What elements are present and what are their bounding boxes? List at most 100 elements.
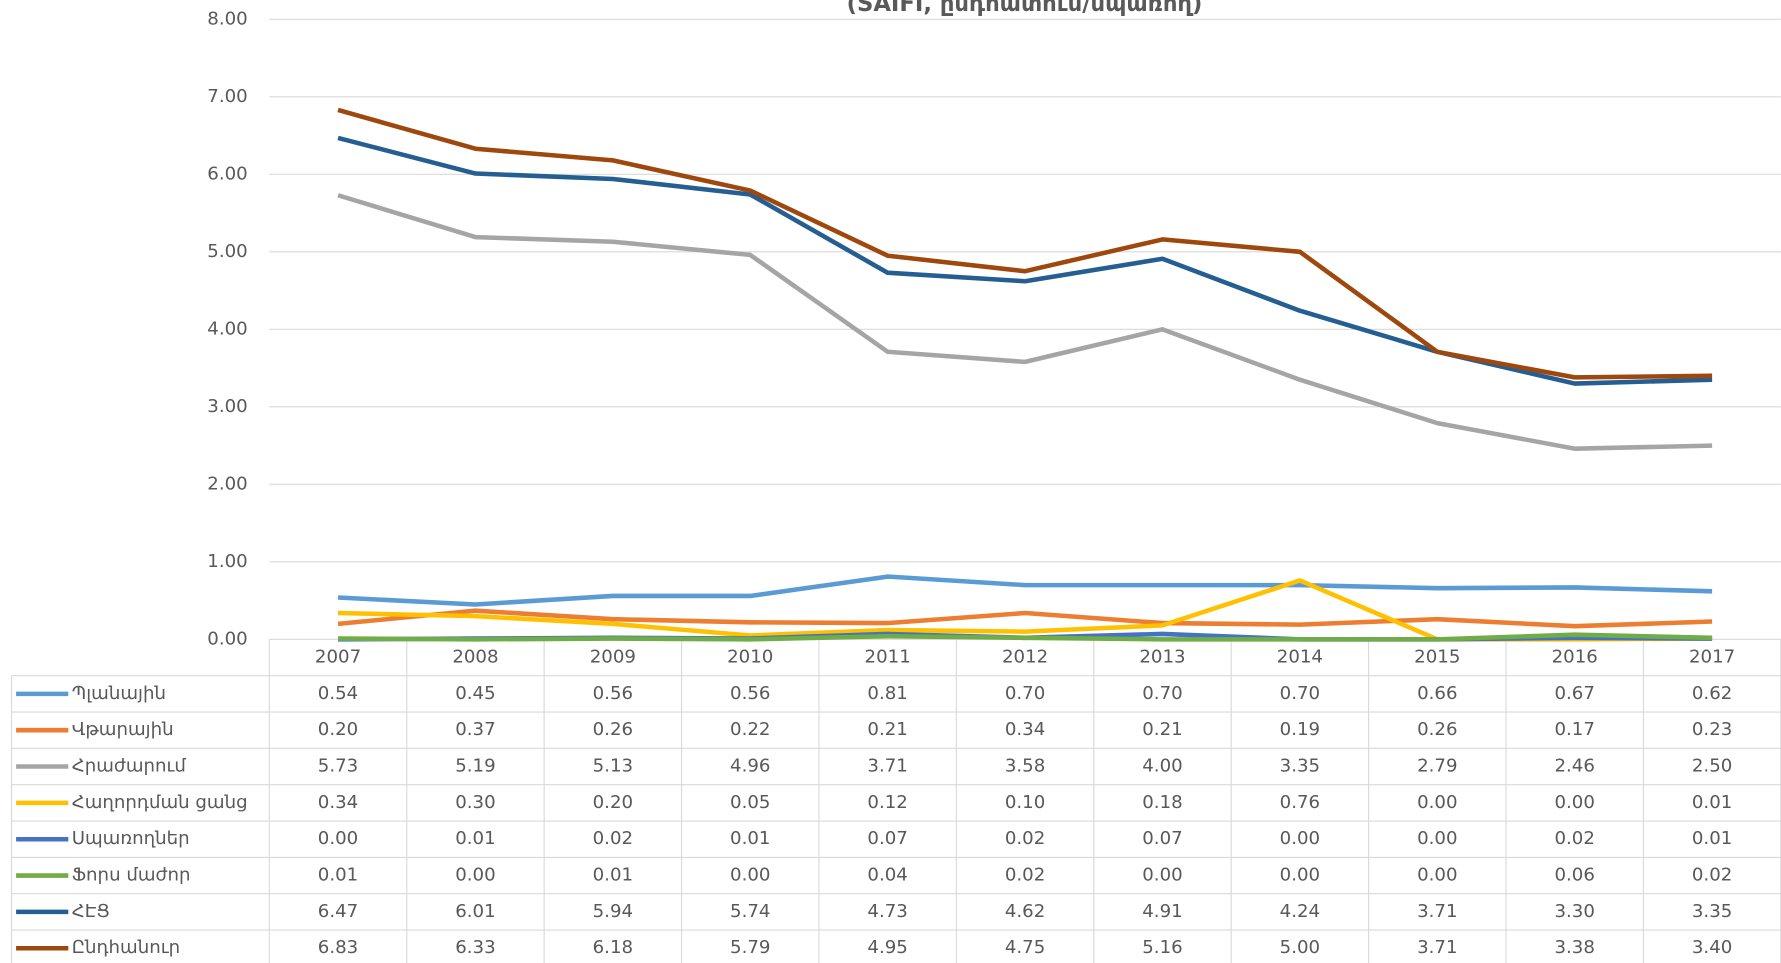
- table-cell: 3.38: [1554, 937, 1594, 958]
- x-tick-label: 2011: [865, 647, 911, 668]
- table-cell: 0.07: [867, 828, 907, 849]
- table-cell: 5.79: [730, 937, 770, 958]
- table-cell: 4.62: [1005, 901, 1045, 922]
- table-cell: 6.33: [455, 937, 495, 958]
- legend-label: Վթարային: [72, 719, 174, 740]
- table-cell: 3.35: [1280, 756, 1320, 777]
- table-cell: 6.47: [318, 901, 358, 922]
- table-cell: 0.21: [867, 719, 907, 740]
- table-cell: 0.00: [1417, 792, 1457, 813]
- x-tick-label: 2014: [1277, 647, 1323, 668]
- table-cell: 0.34: [318, 792, 358, 813]
- table-cell: 3.71: [1417, 901, 1457, 922]
- y-tick-label: 4.00: [207, 318, 247, 339]
- table-cell: 0.12: [867, 792, 907, 813]
- table-cell: 0.01: [318, 865, 358, 886]
- table-cell: 0.18: [1142, 792, 1182, 813]
- legend-label: Ֆորս մաժոր: [72, 865, 191, 886]
- x-tick-label: 2009: [590, 647, 636, 668]
- legend-label: Հրաժարում: [72, 756, 187, 777]
- table-cell: 0.45: [455, 683, 495, 704]
- table-cell: 0.06: [1554, 865, 1594, 886]
- x-tick-label: 2008: [452, 647, 498, 668]
- table-cell: 0.01: [1692, 828, 1732, 849]
- y-tick-label: 5.00: [207, 241, 247, 262]
- legend-label: Ընդհանուր: [72, 937, 180, 958]
- table-cell: 0.20: [593, 792, 633, 813]
- table-cell: 0.01: [593, 865, 633, 886]
- x-tick-label: 2012: [1002, 647, 1048, 668]
- table-cell: 0.70: [1005, 683, 1045, 704]
- table-cell: 4.73: [867, 901, 907, 922]
- table-cell: 0.34: [1005, 719, 1045, 740]
- table-cell: 0.76: [1280, 792, 1320, 813]
- table-cell: 3.40: [1692, 937, 1732, 958]
- table-cell: 0.26: [1417, 719, 1457, 740]
- table-cell: 6.01: [455, 901, 495, 922]
- table-cell: 0.04: [867, 865, 907, 886]
- y-tick-label: 6.00: [207, 163, 247, 184]
- x-tick-label: 2013: [1139, 647, 1185, 668]
- table-cell: 0.54: [318, 683, 358, 704]
- table-cell: 0.01: [455, 828, 495, 849]
- table-cell: 4.75: [1005, 937, 1045, 958]
- table-cell: 0.02: [1005, 828, 1045, 849]
- table-cell: 5.73: [318, 756, 358, 777]
- table-cell: 3.71: [867, 756, 907, 777]
- legend-label: Հաղորդման ցանց: [72, 792, 248, 813]
- table-cell: 0.23: [1692, 719, 1732, 740]
- table-cell: 0.02: [593, 828, 633, 849]
- table-cell: 0.70: [1280, 683, 1320, 704]
- table-cell: 0.02: [1692, 865, 1732, 886]
- table-cell: 0.10: [1005, 792, 1045, 813]
- table-cell: 0.01: [730, 828, 770, 849]
- table-cell: 0.66: [1417, 683, 1457, 704]
- table-cell: 0.22: [730, 719, 770, 740]
- x-tick-label: 2016: [1552, 647, 1598, 668]
- table-cell: 0.30: [455, 792, 495, 813]
- table-cell: 0.70: [1142, 683, 1182, 704]
- table-cell: 0.56: [730, 683, 770, 704]
- table-cell: 3.58: [1005, 756, 1045, 777]
- legend-label: Սպառողներ: [72, 828, 190, 849]
- table-cell: 0.19: [1280, 719, 1320, 740]
- table-cell: 0.56: [593, 683, 633, 704]
- table-cell: 5.00: [1280, 937, 1320, 958]
- chart-title: (SAIFI, ընդհատում/սպառող): [847, 0, 1203, 17]
- table-cell: 4.91: [1142, 901, 1182, 922]
- legend-label: ՀԷՑ: [72, 901, 110, 922]
- series-line: [337, 107, 1713, 380]
- table-cell: 0.00: [1142, 865, 1182, 886]
- table-cell: 2.79: [1417, 756, 1457, 777]
- table-cell: 0.00: [318, 828, 358, 849]
- table-cell: 0.01: [1692, 792, 1732, 813]
- table-cell: 0.00: [730, 865, 770, 886]
- table-cell: 5.94: [593, 901, 633, 922]
- table-cell: 2.50: [1692, 756, 1732, 777]
- table-cell: 0.00: [1280, 828, 1320, 849]
- table-cell: 0.67: [1554, 683, 1594, 704]
- table-cell: 4.00: [1142, 756, 1182, 777]
- table-cell: 5.13: [593, 756, 633, 777]
- table-cell: 3.35: [1692, 901, 1732, 922]
- table-cell: 0.37: [455, 719, 495, 740]
- table-cell: 0.05: [730, 792, 770, 813]
- table-cell: 0.20: [318, 719, 358, 740]
- table-cell: 0.26: [593, 719, 633, 740]
- table-cell: 0.62: [1692, 683, 1732, 704]
- table-cell: 0.00: [1280, 865, 1320, 886]
- table-cell: 0.21: [1142, 719, 1182, 740]
- table-cell: 6.18: [593, 937, 633, 958]
- table-cell: 0.02: [1005, 865, 1045, 886]
- table-cell: 0.00: [455, 865, 495, 886]
- table-cell: 0.00: [1554, 792, 1594, 813]
- series-line: [337, 574, 1713, 607]
- table-cell: 4.24: [1280, 901, 1320, 922]
- y-tick-label: 2.00: [207, 473, 247, 494]
- y-tick-label: 3.00: [207, 396, 247, 417]
- table-cell: 5.74: [730, 901, 770, 922]
- y-tick-label: 8.00: [207, 8, 247, 29]
- table-cell: 0.17: [1554, 719, 1594, 740]
- table-cell: 4.96: [730, 756, 770, 777]
- x-tick-label: 2010: [727, 647, 773, 668]
